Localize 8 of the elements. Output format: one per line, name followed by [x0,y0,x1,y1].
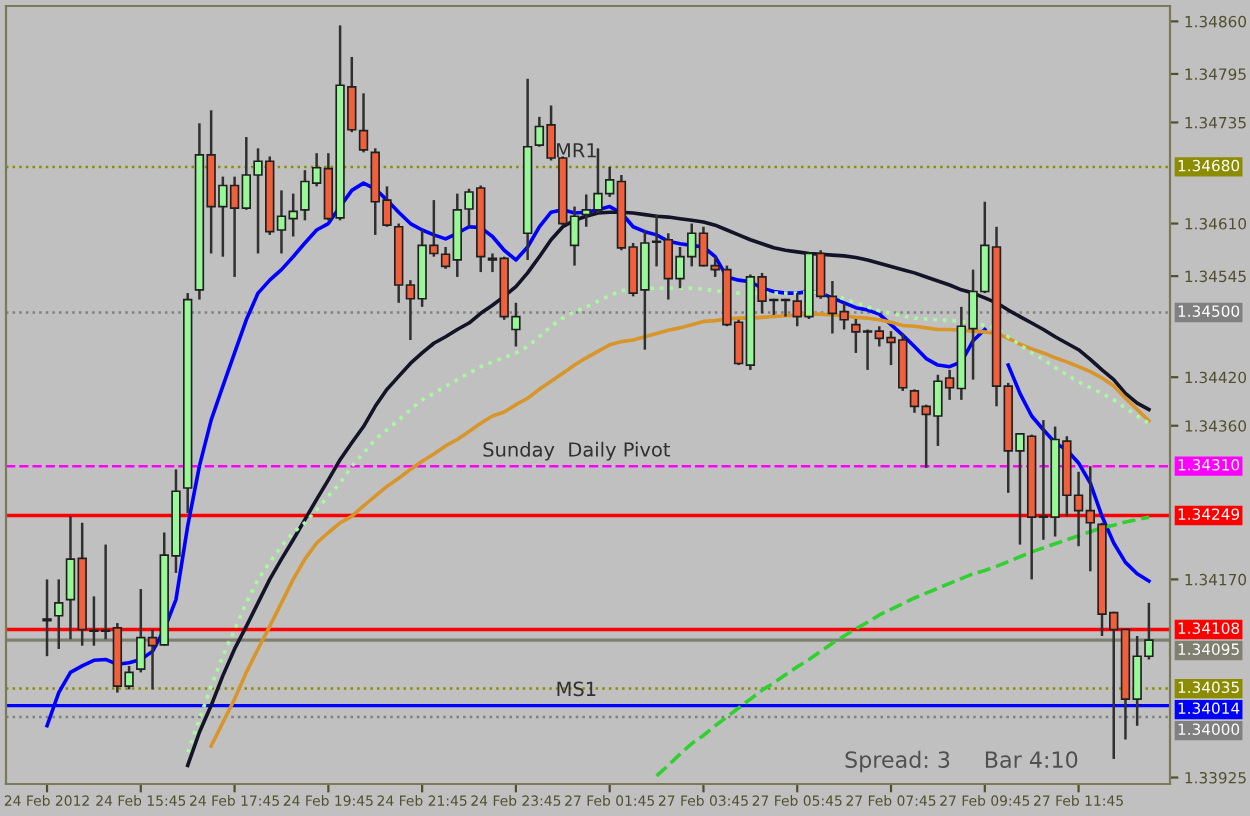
annotation: Spread: 3 [845,750,950,773]
line-series [654,515,1151,778]
annotation: Bar 4:10 [985,751,1078,769]
annotation: Sunday Daily Pivot [483,441,670,461]
candlestick [42,578,52,658]
annotation: MS1 [557,681,596,697]
candlestick [54,578,64,651]
annotation: MR1 [556,143,596,158]
